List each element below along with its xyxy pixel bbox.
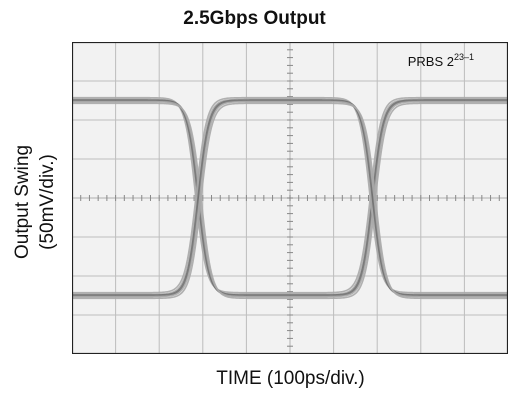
prbs-annotation: PRBS 223–1 (408, 52, 474, 69)
plot-area: PRBS 223–1 (72, 42, 508, 354)
eye-trace-series-2 (72, 100, 508, 298)
plot-frame (72, 42, 508, 354)
eye-traces (72, 96, 508, 300)
eye-trace-series-1 (72, 100, 508, 298)
chart-title: 2.5Gbps Output (183, 8, 326, 29)
y-axis-label-line2: (50mV/div.) (37, 154, 58, 250)
grid (72, 42, 508, 354)
eye-trace-series-1 (72, 96, 508, 294)
prbs-annotation-exponent: 23–1 (454, 52, 474, 62)
eye-trace-series-1 (72, 102, 508, 300)
y-axis-label-line1: Output Swing (12, 145, 33, 259)
x-axis-label: TIME (100ps/div.) (216, 368, 365, 389)
eye-trace-series-1 (72, 99, 508, 297)
eye-diagram: PRBS 223–1 (72, 42, 508, 354)
prbs-annotation-base: PRBS 2 (408, 54, 454, 69)
eye-trace-series-2 (72, 96, 508, 294)
eye-trace-series-2 (72, 99, 508, 297)
eye-trace-series-2 (72, 102, 508, 300)
y-axis-label: Output Swing (50mV/div.) (0, 42, 70, 354)
